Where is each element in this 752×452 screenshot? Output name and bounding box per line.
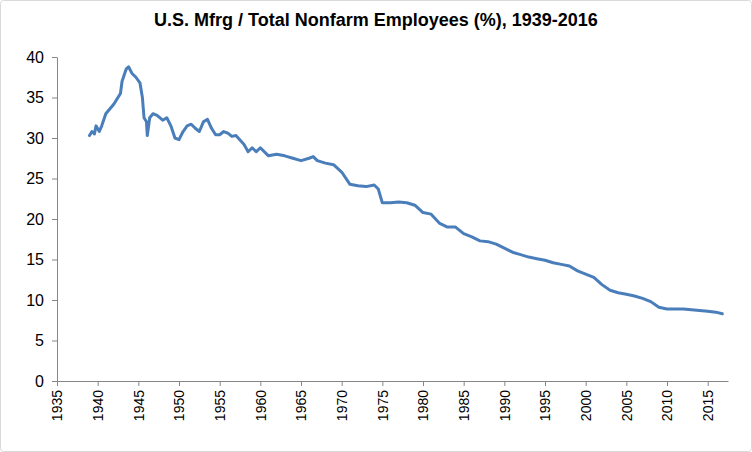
- x-tick-label: 2005: [619, 390, 635, 421]
- x-tick-mark: [260, 381, 261, 386]
- y-axis-line: [57, 58, 58, 382]
- x-axis: 1935 1940 1945 1950 1955 1960 1965 1970 1975 1980…: [49, 381, 728, 421]
- y-tick-label: 25: [26, 170, 44, 187]
- y-tick-mark: [52, 98, 57, 99]
- y-tick-label: 35: [26, 89, 44, 106]
- x-tick-label: 1940: [90, 390, 106, 421]
- y-tick-label: 0: [35, 373, 44, 390]
- y-tick-mark: [52, 341, 57, 342]
- y-tick-mark: [52, 138, 57, 139]
- y-tick: 15: [26, 251, 57, 268]
- y-tick: 5: [35, 332, 57, 349]
- x-tick: 1965: [293, 381, 309, 421]
- x-tick-label: 1975: [375, 390, 391, 421]
- x-tick-label: 1945: [131, 390, 147, 421]
- x-tick-mark: [138, 381, 139, 386]
- x-tick: 1970: [334, 381, 350, 421]
- x-tick-mark: [179, 381, 180, 386]
- x-tick-label: 1950: [171, 390, 187, 421]
- x-tick-label: 2010: [659, 390, 675, 421]
- x-tick-label: 2015: [700, 390, 716, 421]
- x-axis-line: [58, 381, 729, 382]
- y-axis: 0 5 10 15 20 25 30 35 40: [26, 49, 57, 390]
- x-tick-label: 2000: [578, 390, 594, 421]
- x-tick: 1935: [49, 381, 65, 421]
- x-tick: 1975: [375, 381, 391, 421]
- y-tick-label: 15: [26, 251, 44, 268]
- x-tick-mark: [57, 381, 58, 386]
- x-tick-label: 1970: [334, 390, 350, 421]
- y-tick: 30: [26, 130, 57, 147]
- chart: U.S. Mfrg / Total Nonfarm Employees (%),…: [0, 0, 752, 452]
- x-tick: 1945: [131, 381, 147, 421]
- x-tick-mark: [220, 381, 221, 386]
- x-tick-mark: [301, 381, 302, 386]
- plot-area: 0 5 10 15 20 25 30 35 40 1935 1940 1945 1950 1955 1960…: [26, 49, 728, 422]
- x-tick-mark: [586, 381, 587, 386]
- x-tick-mark: [342, 381, 343, 386]
- title: U.S. Mfrg / Total Nonfarm Employees (%),…: [154, 10, 598, 30]
- y-tick-label: 20: [26, 211, 44, 228]
- x-tick: 2015: [700, 381, 716, 421]
- x-tick: 2005: [619, 381, 635, 421]
- x-tick-mark: [423, 381, 424, 386]
- x-tick-label: 1965: [293, 390, 309, 421]
- x-tick-label: 1935: [49, 390, 65, 421]
- x-tick: 1985: [456, 381, 472, 421]
- x-tick-label: 1985: [456, 390, 472, 421]
- x-tick: 1960: [253, 381, 269, 421]
- y-tick-mark: [52, 381, 57, 382]
- y-tick: 25: [26, 170, 57, 187]
- y-tick-mark: [52, 260, 57, 261]
- y-tick-label: 5: [35, 332, 44, 349]
- data-line: [90, 67, 723, 314]
- data-marks: [90, 67, 723, 314]
- x-tick: 1950: [171, 381, 187, 421]
- x-tick-mark: [98, 381, 99, 386]
- x-tick: 2000: [578, 381, 594, 421]
- x-tick: 2010: [659, 381, 675, 421]
- x-tick-label: 1990: [497, 390, 513, 421]
- x-tick: 1980: [415, 381, 431, 421]
- x-tick-label: 1995: [537, 390, 553, 421]
- y-tick-mark: [52, 179, 57, 180]
- y-tick: 10: [26, 292, 57, 309]
- x-tick-mark: [504, 381, 505, 386]
- y-tick-label: 40: [26, 49, 44, 66]
- x-tick-mark: [382, 381, 383, 386]
- x-tick-mark: [545, 381, 546, 386]
- x-tick: 1990: [497, 381, 513, 421]
- x-tick: 1940: [90, 381, 106, 421]
- x-tick-mark: [626, 381, 627, 386]
- x-tick-label: 1960: [253, 390, 269, 421]
- chart-border: [1, 1, 752, 452]
- y-tick-mark: [52, 57, 57, 58]
- y-tick: 40: [26, 49, 57, 66]
- y-tick: 20: [26, 211, 57, 228]
- x-tick: 1955: [212, 381, 228, 421]
- y-tick-mark: [52, 300, 57, 301]
- x-tick-mark: [708, 381, 709, 386]
- x-tick-label: 1955: [212, 390, 228, 421]
- y-tick-label: 10: [26, 292, 44, 309]
- x-tick-mark: [464, 381, 465, 386]
- y-tick-label: 30: [26, 130, 44, 147]
- y-tick: 0: [35, 373, 57, 390]
- x-tick-label: 1980: [415, 390, 431, 421]
- x-tick-mark: [667, 381, 668, 386]
- y-tick-mark: [52, 219, 57, 220]
- x-tick: 1995: [537, 381, 553, 421]
- y-tick: 35: [26, 89, 57, 106]
